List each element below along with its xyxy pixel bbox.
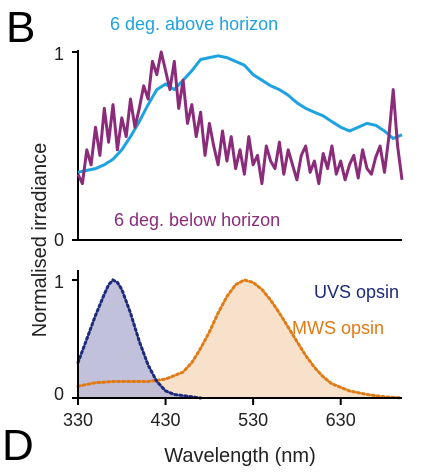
- x-tick-label-430: 430: [151, 410, 181, 430]
- x-tick-label-630: 630: [326, 410, 356, 430]
- x-tick-label-330: 330: [63, 410, 93, 430]
- series-label-mws: MWS opsin: [292, 318, 384, 338]
- series-label-above: 6 deg. above horizon: [110, 14, 278, 34]
- series-area-mws: [78, 280, 402, 398]
- series-label-uvs: UVS opsin: [314, 282, 399, 302]
- x-axis-label: Wavelength (nm): [164, 445, 316, 467]
- x-tick-label-530: 530: [238, 410, 268, 430]
- series-area-uvs: [78, 280, 201, 398]
- top-y-tick-label-1: 1: [54, 44, 64, 64]
- series-line-below: [76, 50, 404, 186]
- series-label-below: 6 deg. below horizon: [114, 210, 280, 230]
- y-axis-label: Normalised irradiance: [29, 143, 51, 338]
- bottom-y-tick-label-0: 0: [54, 384, 64, 404]
- panel-letter-d: D: [2, 421, 34, 470]
- series-line-uvs: [76, 278, 203, 400]
- top-y-tick-label-0: 0: [54, 230, 64, 250]
- series-line-above: [77, 54, 403, 174]
- panel-letter-b: B: [6, 3, 35, 52]
- bottom-y-tick-label-1: 1: [54, 272, 64, 292]
